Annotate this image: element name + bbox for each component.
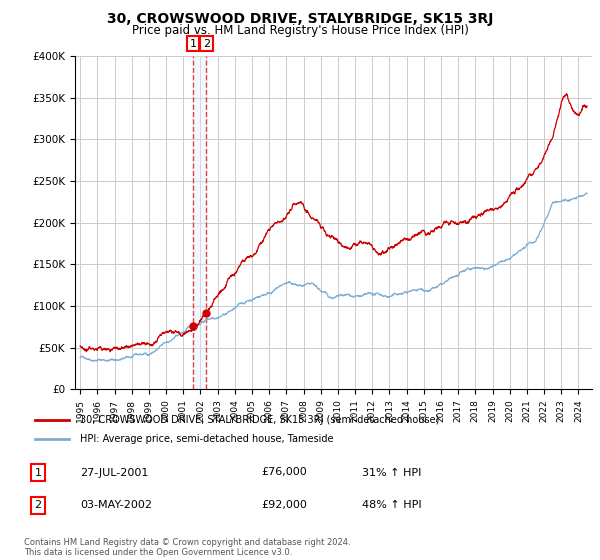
Text: Price paid vs. HM Land Registry's House Price Index (HPI): Price paid vs. HM Land Registry's House … [131,24,469,36]
Text: 30, CROWSWOOD DRIVE, STALYBRIDGE, SK15 3RJ: 30, CROWSWOOD DRIVE, STALYBRIDGE, SK15 3… [107,12,493,26]
Bar [193,56,206,389]
Text: £92,000: £92,000 [261,501,307,510]
Text: 1: 1 [35,468,41,478]
Text: 27-JUL-2001: 27-JUL-2001 [80,468,149,478]
Text: 48% ↑ HPI: 48% ↑ HPI [362,501,422,510]
Text: 31% ↑ HPI: 31% ↑ HPI [362,468,422,478]
Text: 1: 1 [190,39,197,49]
Text: £76,000: £76,000 [261,468,307,478]
Text: Contains HM Land Registry data © Crown copyright and database right 2024.
This d: Contains HM Land Registry data © Crown c… [24,538,350,557]
Text: 30, CROWSWOOD DRIVE, STALYBRIDGE, SK15 3RJ (semi-detached house): 30, CROWSWOOD DRIVE, STALYBRIDGE, SK15 3… [80,415,440,425]
Text: 03-MAY-2002: 03-MAY-2002 [80,501,152,510]
Text: HPI: Average price, semi-detached house, Tameside: HPI: Average price, semi-detached house,… [80,435,334,445]
Text: 2: 2 [203,39,210,49]
Text: 2: 2 [35,501,41,510]
